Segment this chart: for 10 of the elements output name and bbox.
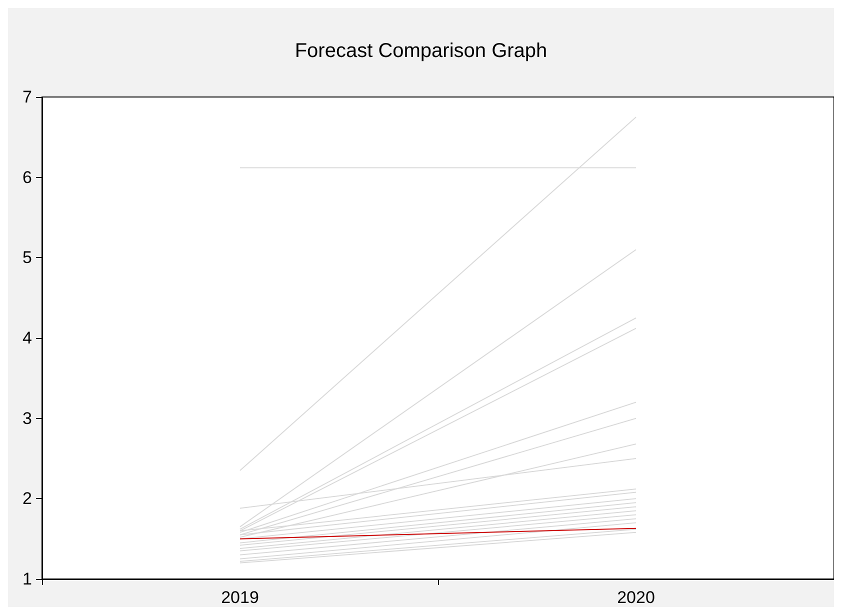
y-tick-label: 4 (22, 328, 32, 348)
chart-title: Forecast Comparison Graph (294, 40, 548, 62)
y-tick-label: 1 (22, 570, 32, 588)
y-tick-label: 3 (22, 408, 32, 428)
x-tick-label: 2020 (617, 588, 655, 607)
y-tick-label: 2 (22, 489, 32, 508)
y-tick-label: 6 (22, 168, 32, 187)
y-tick-label: 5 (22, 248, 32, 268)
x-tick-label: 2019 (221, 588, 259, 607)
y-tick-label: 7 (22, 88, 32, 106)
